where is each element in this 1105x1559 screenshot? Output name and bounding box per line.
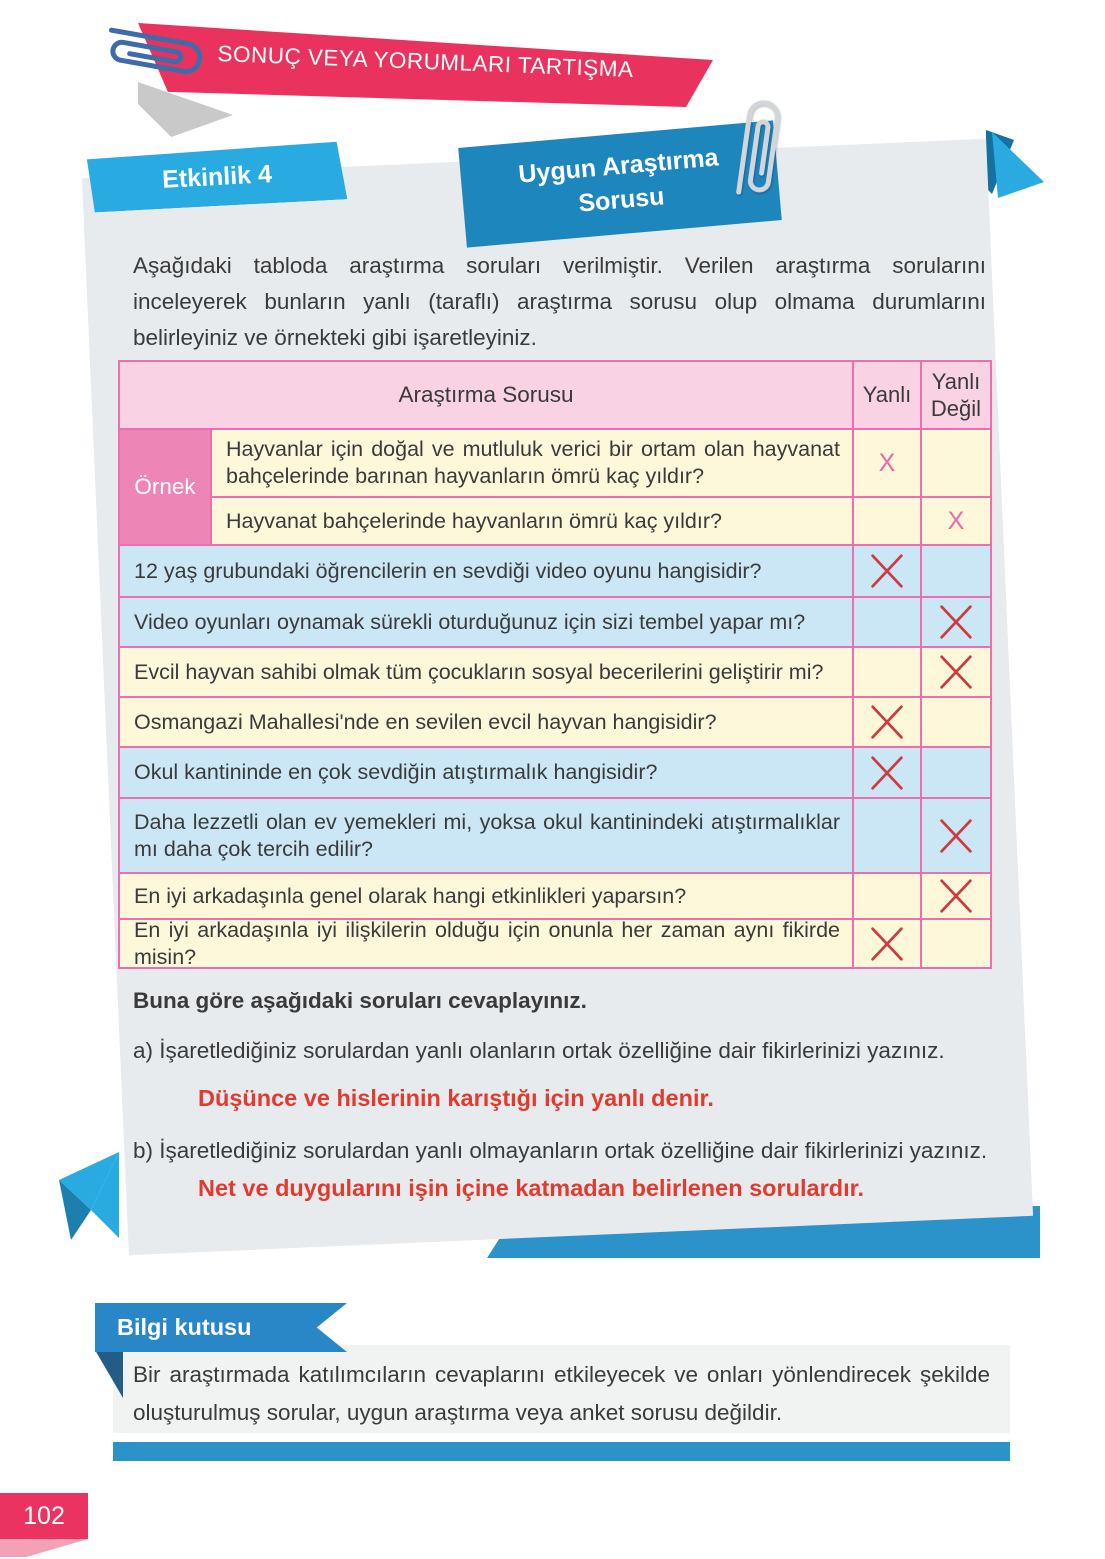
top-right-ribbon — [986, 128, 1046, 210]
table-row: Osmangazi Mahallesi'nde en sevilen evcil… — [120, 696, 990, 746]
not-biased-mark-cell — [922, 698, 990, 746]
question-text: En iyi arkadaşınla genel olarak hangi et… — [134, 883, 687, 908]
not-biased-mark-cell — [922, 648, 990, 696]
x-mark-icon — [940, 655, 972, 689]
biased-mark-cell — [854, 874, 922, 918]
biased-mark-cell — [854, 546, 922, 596]
x-mark-icon — [871, 926, 903, 961]
question-text: Hayvanlar için doğal ve mutluluk verici … — [226, 437, 840, 488]
bottom-left-ribbon — [55, 1150, 125, 1245]
x-mark-icon — [871, 755, 903, 790]
x-mark-icon — [940, 879, 972, 913]
table-row: Hayvanlar için doğal ve mutluluk verici … — [212, 430, 990, 496]
example-label: Örnek — [120, 430, 212, 544]
table-row: Evcil hayvan sahibi olmak tüm çocukların… — [120, 646, 990, 696]
x-mark-icon — [871, 705, 903, 739]
page-number-badge: 102 — [0, 1493, 88, 1539]
activity-topic-label: Uygun Araştırma Sorusu — [517, 143, 720, 218]
column-header-not-biased: Yanlı Değil — [922, 362, 990, 428]
example-block: Örnek Hayvanlar için doğal ve mutluluk v… — [120, 428, 990, 544]
research-question-table: Araştırma Sorusu Yanlı Yanlı Değil Örnek… — [118, 360, 992, 969]
not-biased-mark-cell — [922, 546, 990, 596]
question-a: a) İşaretlediğiniz sorulardan yanlı olan… — [133, 1038, 945, 1063]
paperclip-silver-icon — [715, 82, 796, 214]
biased-mark-cell — [854, 698, 922, 746]
question-b: b) İşaretlediğiniz sorulardan yanlı olma… — [133, 1138, 988, 1163]
biased-mark-cell — [854, 648, 922, 696]
question-text: En iyi arkadaşınla iyi ilişkilerin olduğ… — [134, 917, 840, 969]
info-box-text: Bir araştırmada katılımcıların cevapları… — [133, 1362, 990, 1425]
question-text: Evcil hayvan sahibi olmak tüm çocukların… — [134, 659, 824, 684]
table-row: Hayvanat bahçelerinde hayvanların ömrü k… — [212, 496, 990, 544]
activity-badge-label: Etkinlik 4 — [161, 159, 273, 194]
not-biased-mark-cell — [922, 748, 990, 797]
biased-mark-cell — [854, 748, 922, 797]
x-mark-icon — [940, 818, 972, 853]
table-row: Okul kantininde en çok sevdiğin atıştırm… — [120, 746, 990, 797]
table-row: 12 yaş grubundaki öğrencilerin en sevdiğ… — [120, 544, 990, 596]
info-box-banner: Bilgi kutusu — [95, 1303, 347, 1352]
x-mark-icon — [871, 554, 903, 588]
page-number: 102 — [23, 1501, 65, 1530]
column-header-question: Araştırma Sorusu — [120, 362, 854, 428]
info-box — [113, 1345, 1010, 1433]
not-biased-mark-cell — [922, 799, 990, 872]
biased-mark-cell — [854, 920, 922, 967]
question-text: Video oyunları oynamak sürekli oturduğun… — [134, 609, 806, 634]
info-box-underline — [113, 1442, 1010, 1461]
table-row: En iyi arkadaşınla iyi ilişkilerin olduğ… — [120, 918, 990, 969]
biased-mark-cell — [854, 799, 922, 872]
ribbon-icon — [986, 130, 1044, 198]
question-text: Osmangazi Mahallesi'nde en sevilen evcil… — [134, 709, 717, 734]
table-header-row: Araştırma Sorusu Yanlı Yanlı Değil — [120, 362, 990, 428]
column-header-biased: Yanlı — [854, 362, 922, 428]
question-text: Hayvanat bahçelerinde hayvanların ömrü k… — [226, 508, 722, 533]
questions-heading: Buna göre aşağıdaki soruları cevaplayını… — [133, 988, 587, 1013]
table-row: Video oyunları oynamak sürekli oturduğun… — [120, 596, 990, 646]
biased-mark-cell — [854, 598, 922, 646]
not-biased-mark-cell — [922, 920, 990, 967]
question-text: Okul kantininde en çok sevdiğin atıştırm… — [134, 760, 658, 785]
info-box-label: Bilgi kutusu — [117, 1314, 252, 1340]
ribbon-icon — [59, 1152, 119, 1240]
question-text: 12 yaş grubundaki öğrencilerin en sevdiğ… — [134, 558, 762, 583]
column-header-not-biased-label: Yanlı Değil — [930, 368, 982, 422]
x-mark-icon — [940, 605, 972, 639]
table-row: En iyi arkadaşınla genel olarak hangi et… — [120, 872, 990, 918]
question-text: Daha lezzetli olan ev yemekleri mi, yoks… — [134, 809, 840, 861]
table-rows: 12 yaş grubundaki öğrencilerin en sevdiğ… — [120, 544, 990, 969]
not-biased-mark-cell — [922, 874, 990, 918]
not-biased-mark-cell — [922, 598, 990, 646]
pink-x-mark: X — [878, 448, 896, 477]
question-a-answer: Düşünce ve hislerinin karıştığı için yan… — [198, 1085, 714, 1111]
table-row: Daha lezzetli olan ev yemekleri mi, yoks… — [120, 797, 990, 872]
question-b-answer: Net ve duygularını işin içine katmadan b… — [198, 1175, 865, 1201]
pink-x-mark: X — [947, 506, 965, 535]
example-rows: Hayvanlar için doğal ve mutluluk verici … — [212, 430, 990, 544]
paperclip-blue-icon — [88, 6, 221, 91]
activity-instructions: Aşağıdaki tabloda araştırma soruları ver… — [133, 253, 986, 350]
